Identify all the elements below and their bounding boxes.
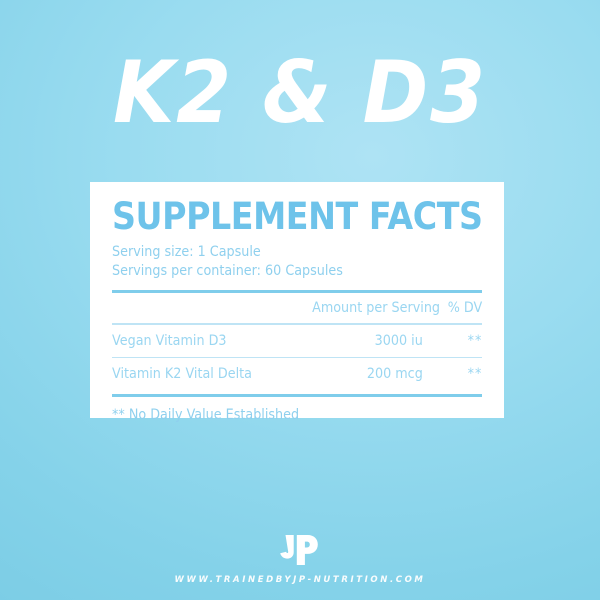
column-header-amount: Amount per Serving <box>312 300 441 316</box>
nutrient-dv: ** <box>467 366 482 382</box>
servings-per-container-text: Servings per container: 60 Capsules <box>112 263 343 280</box>
row-divider <box>112 356 482 359</box>
row-divider <box>112 323 482 325</box>
column-header-nutrient <box>112 293 297 323</box>
supplement-facts-heading: SUPPLEMENT FACTS <box>112 195 483 238</box>
serving-info: Serving size: 1 Capsule Servings per con… <box>112 243 482 281</box>
nutrient-amount: 200 mcg <box>366 366 423 382</box>
jp-monogram-logo <box>280 535 318 565</box>
footer-divider <box>112 394 482 398</box>
daily-value-footnote: ** No Daily Value Established <box>112 407 300 424</box>
supplement-facts-card: SUPPLEMENT FACTS Serving size: 1 Capsule… <box>90 182 504 423</box>
brand-website-url: WWW.TRAINEDBYJP-NUTRITION.COM <box>174 575 426 585</box>
serving-size-text: Serving size: 1 Capsule <box>112 244 261 260</box>
table-row: Vegan Vitamin D3 3000 iu ** <box>112 325 482 357</box>
table-row: Vitamin K2 Vital Delta 200 mcg ** <box>112 358 482 390</box>
table-header-row: Amount per Serving % DV <box>112 293 482 323</box>
product-title: K2 & D3 <box>112 43 488 143</box>
nutrient-amount: 3000 iu <box>374 332 423 349</box>
nutrient-name: Vitamin K2 Vital Delta <box>112 366 252 382</box>
nutrient-name: Vegan Vitamin D3 <box>112 332 227 349</box>
supplement-facts-table: Amount per Serving % DV Vegan Vitamin D3 <box>112 293 482 390</box>
column-header-dv: % DV <box>447 300 482 316</box>
nutrient-dv: ** <box>467 332 482 349</box>
header-divider <box>112 290 482 294</box>
brand-footer: WWW.TRAINEDBYJP-NUTRITION.COM <box>0 532 600 585</box>
